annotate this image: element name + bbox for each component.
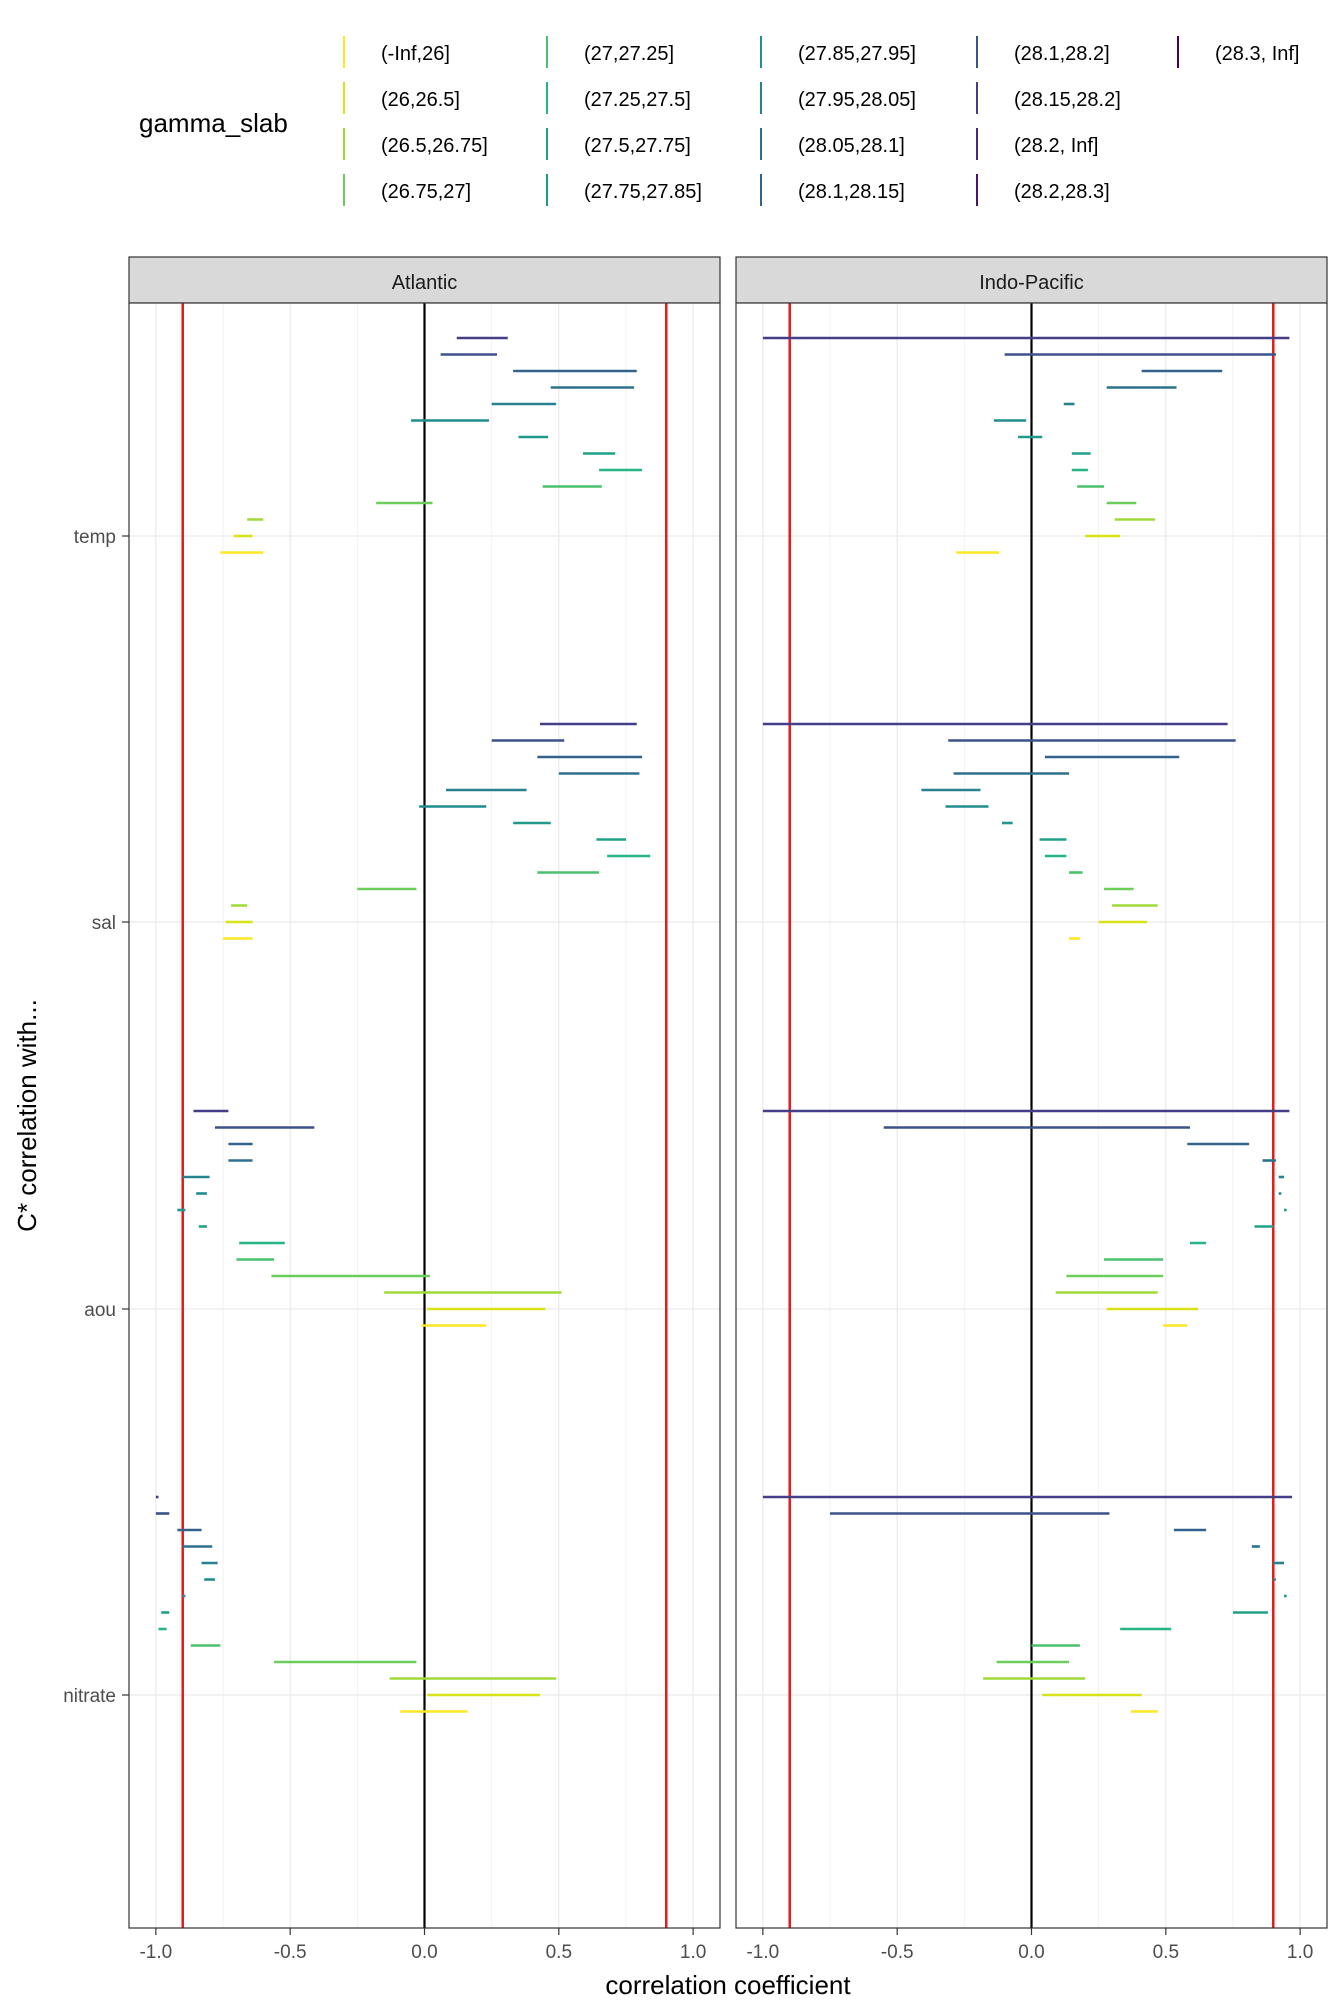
data-intervals bbox=[155, 336, 1293, 1713]
x-tick-label: -0.5 bbox=[274, 1942, 307, 1963]
legend-label: (27,27.25] bbox=[584, 43, 674, 65]
y-tick-label: sal bbox=[92, 913, 116, 934]
legend-item: (28.05,28.1] bbox=[760, 128, 905, 160]
x-tick-label: 0.5 bbox=[546, 1942, 572, 1963]
legend-item: (28.1,28.15] bbox=[760, 174, 905, 206]
legend-label: (26,26.5] bbox=[381, 89, 460, 111]
y-axis: temp sal aou nitrate bbox=[63, 527, 129, 1707]
legend-label: (28.3, Inf] bbox=[1215, 43, 1300, 65]
legend-item: (28.2,28.3] bbox=[976, 174, 1110, 206]
facet-label: Indo-Pacific bbox=[979, 272, 1084, 294]
legend-label: (27.5,27.75] bbox=[584, 135, 691, 157]
legend-label: (-Inf,26] bbox=[381, 43, 450, 65]
x-tick-label: -1.0 bbox=[139, 1942, 172, 1963]
legend-label: (27.25,27.5] bbox=[584, 89, 691, 111]
legend-label: (28.2,28.3] bbox=[1014, 181, 1110, 203]
panel-atlantic: Atlantic -1.0 -0.5 0.0 0.5 1.0 bbox=[128, 256, 721, 1963]
legend-item: (28.3, Inf] bbox=[1177, 36, 1300, 68]
legend-label: (27.75,27.85] bbox=[584, 181, 702, 203]
legend-label: (28.05,28.1] bbox=[798, 135, 905, 157]
x-tick-label: -0.5 bbox=[881, 1942, 914, 1963]
legend-label: (26.75,27] bbox=[381, 181, 471, 203]
x-axis-title: correlation coefficient bbox=[605, 1970, 851, 2000]
legend-label: (28.2, Inf] bbox=[1014, 135, 1099, 157]
legend-label: (27.95,28.05] bbox=[798, 89, 916, 111]
y-axis-title: C* correlation with... bbox=[12, 999, 42, 1232]
legend-title: gamma_slab bbox=[139, 108, 288, 138]
legend-item: (26.75,27] bbox=[343, 174, 471, 206]
legend-label: (28.1,28.15] bbox=[798, 181, 905, 203]
x-tick-label: 1.0 bbox=[1287, 1942, 1313, 1963]
legend-item: (-Inf,26] bbox=[343, 36, 450, 68]
y-tick-label: aou bbox=[84, 1300, 116, 1321]
legend-item: (27.75,27.85] bbox=[546, 174, 702, 206]
legend-item: (27,27.25] bbox=[546, 36, 674, 68]
legend-item: (28.2, Inf] bbox=[976, 128, 1099, 160]
legend-item: (27.25,27.5] bbox=[546, 82, 691, 114]
x-tick-label: 0.5 bbox=[1153, 1942, 1179, 1963]
legend-label: (27.85,27.95] bbox=[798, 43, 916, 65]
y-tick-label: temp bbox=[74, 527, 116, 548]
x-tick-label: -1.0 bbox=[746, 1942, 779, 1963]
facet-label: Atlantic bbox=[392, 272, 458, 294]
legend-label: (28.1,28.2] bbox=[1014, 43, 1110, 65]
legend: gamma_slab (-Inf,26] (26,26.5] (26.5,26.75]… bbox=[139, 36, 1300, 206]
y-tick-label: nitrate bbox=[63, 1686, 116, 1707]
legend-item: (26,26.5] bbox=[343, 82, 460, 114]
legend-item: (27.5,27.75] bbox=[546, 128, 691, 160]
facet-strip bbox=[735, 256, 1328, 304]
legend-item: (27.95,28.05] bbox=[760, 82, 916, 114]
legend-label: (26.5,26.75] bbox=[381, 135, 488, 157]
legend-label: (28.15,28.2] bbox=[1014, 89, 1121, 111]
legend-item: (27.85,27.95] bbox=[760, 36, 916, 68]
legend-item: (28.1,28.2] bbox=[976, 36, 1110, 68]
facet-strip bbox=[128, 256, 721, 304]
panel-indo-pacific: Indo-Pacific -1.0 -0.5 0.0 0.5 1.0 bbox=[735, 256, 1328, 1963]
x-tick-label: 0.0 bbox=[1018, 1942, 1044, 1963]
x-tick-label: 1.0 bbox=[680, 1942, 706, 1963]
legend-item: (28.15,28.2] bbox=[976, 82, 1121, 114]
x-tick-label: 0.0 bbox=[411, 1942, 437, 1963]
legend-item: (26.5,26.75] bbox=[343, 128, 488, 160]
